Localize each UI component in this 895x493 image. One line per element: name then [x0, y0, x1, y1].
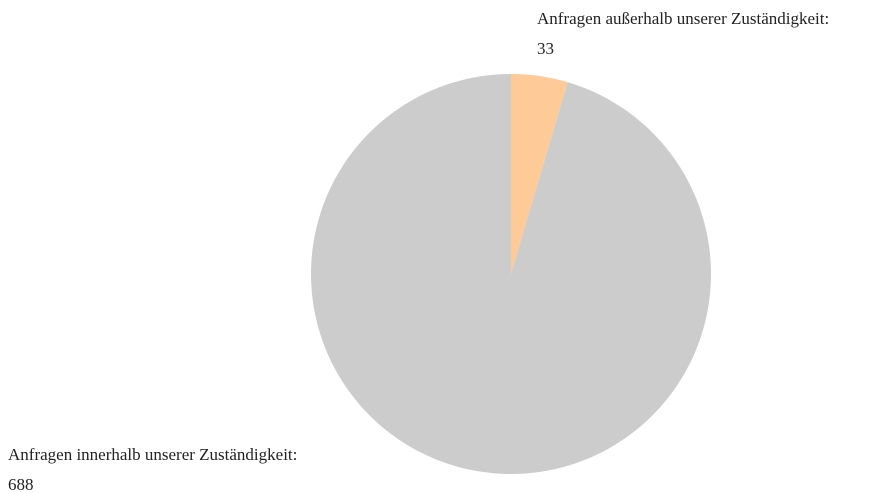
slice-value: 33: [537, 39, 554, 58]
slice-value: 688: [8, 475, 34, 493]
pie-slice: [311, 74, 711, 474]
pie-slice: [511, 74, 568, 274]
slice-label: Anfragen außerhalb unserer Zuständigkeit…: [537, 9, 829, 28]
slice-label: Anfragen innerhalb unserer Zuständigkeit…: [8, 445, 297, 464]
